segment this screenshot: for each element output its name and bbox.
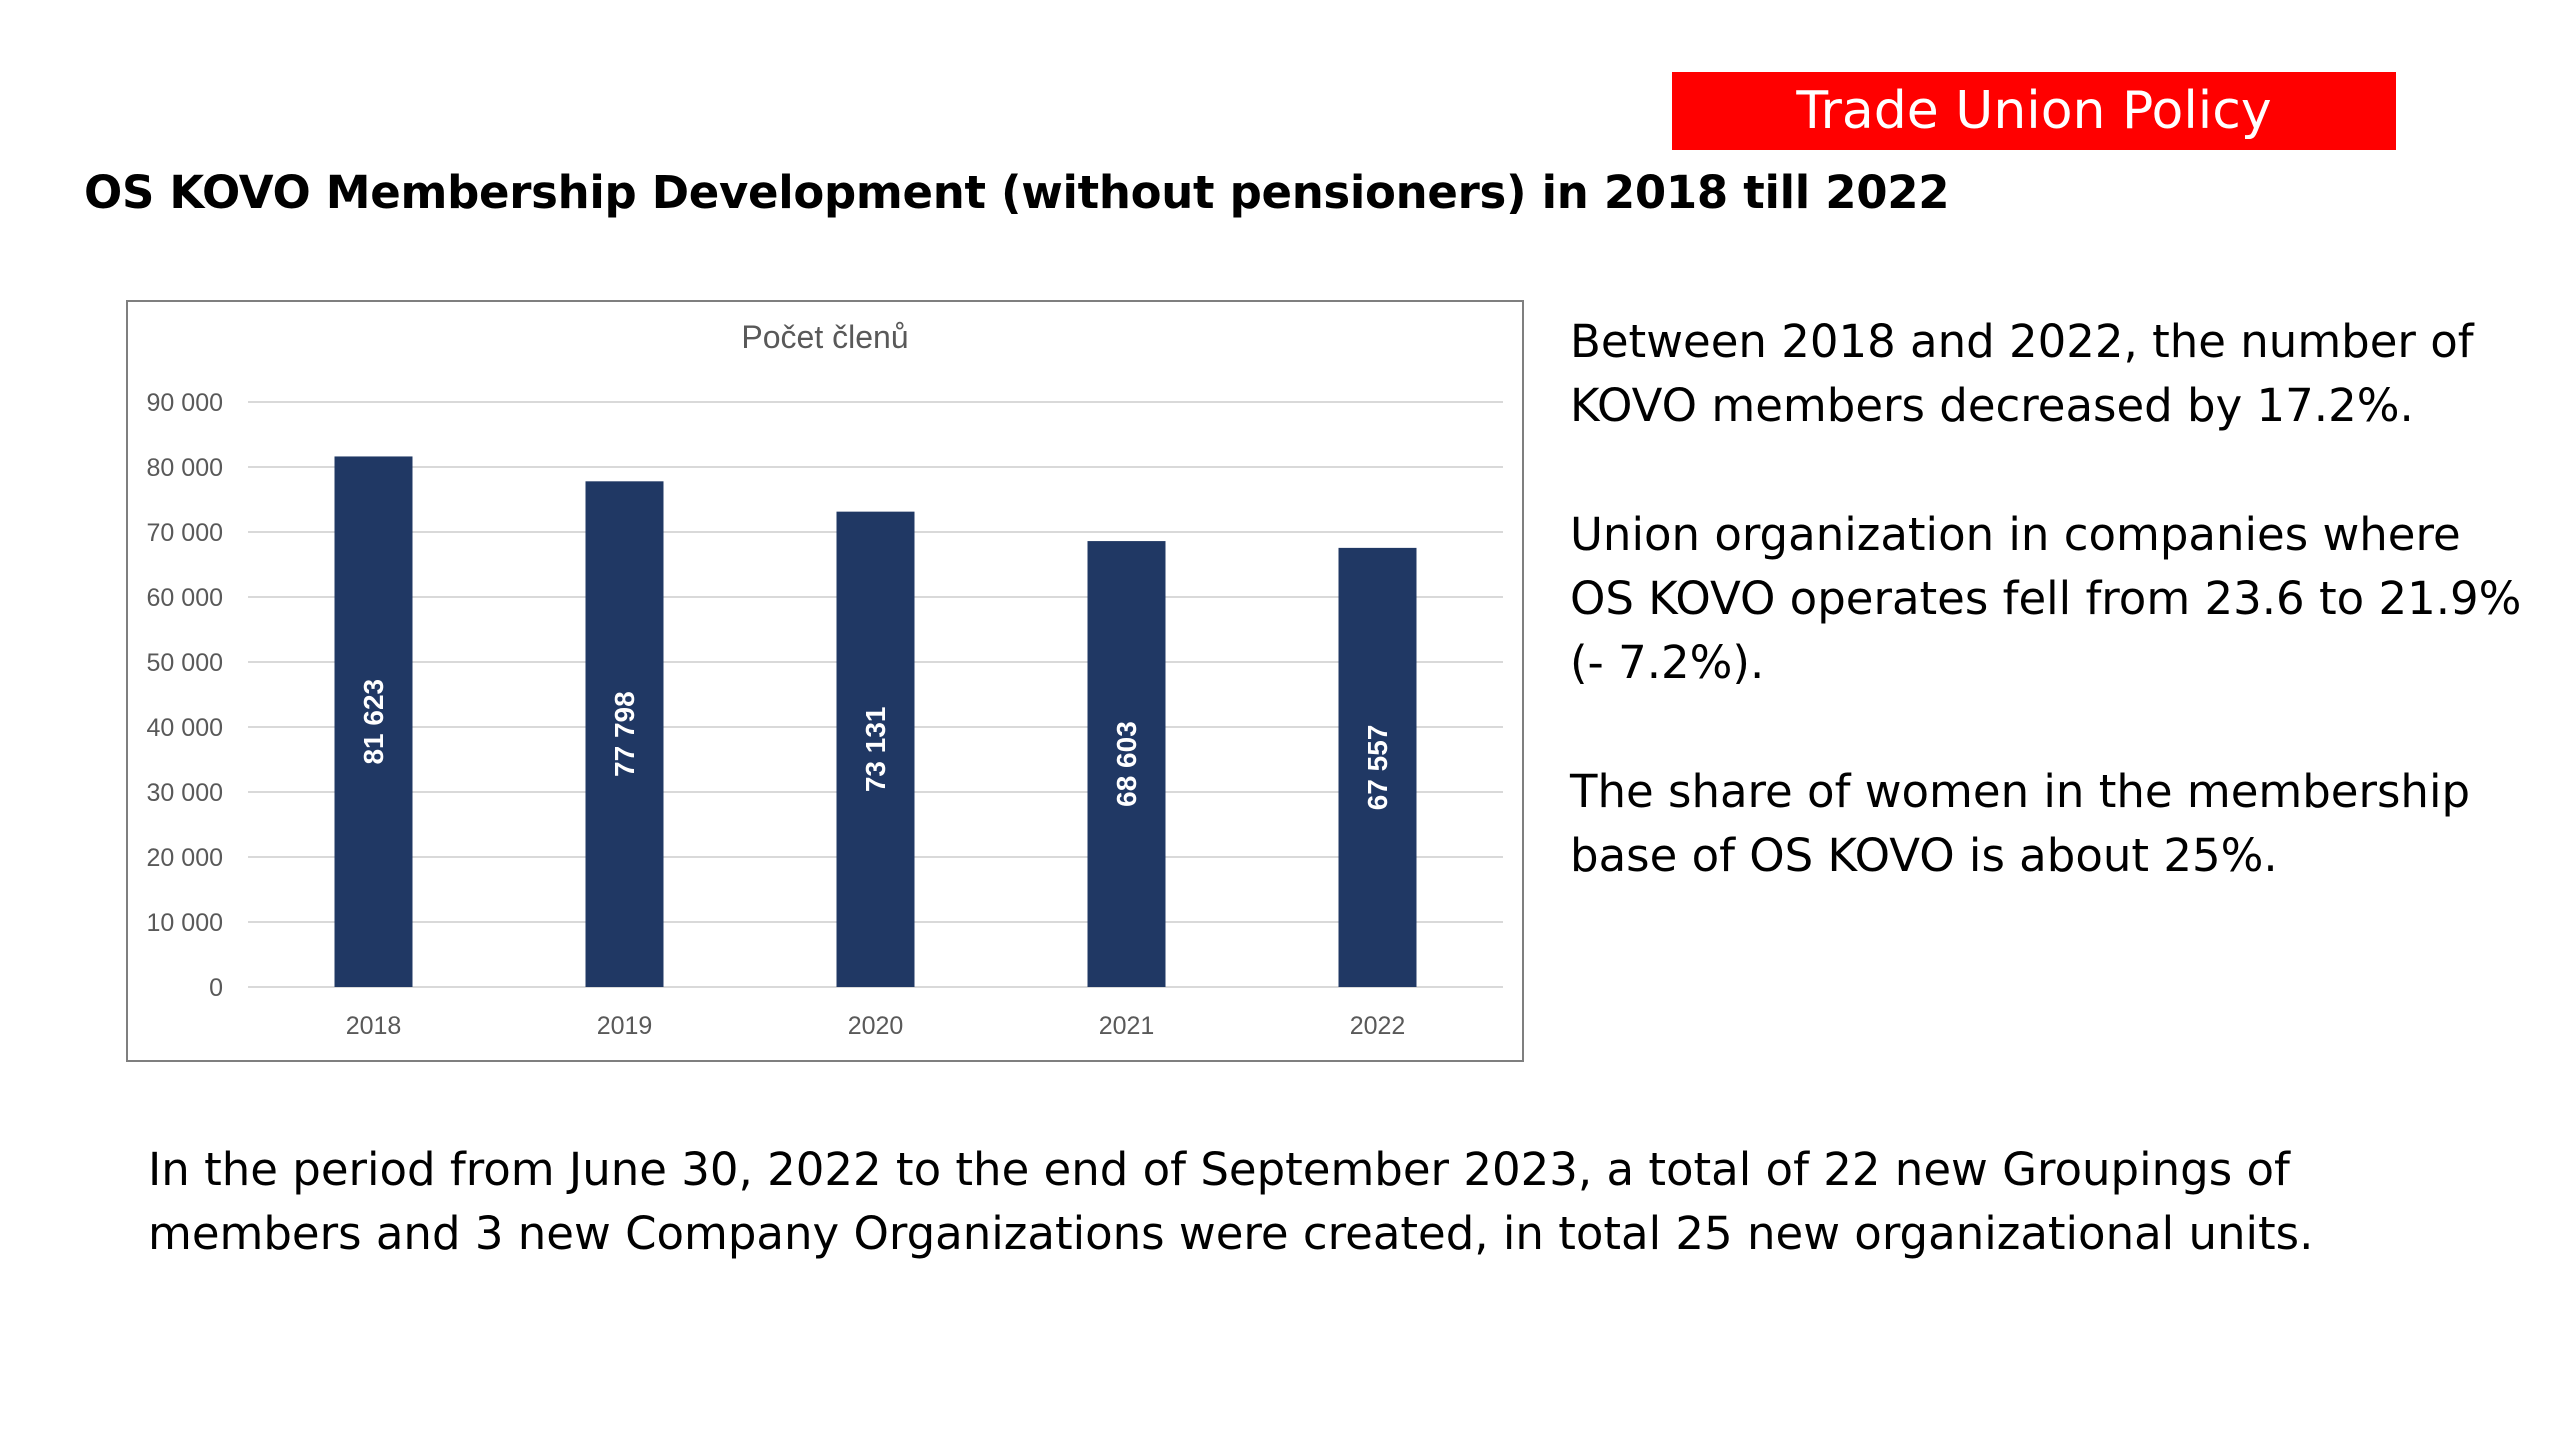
membership-chart: Počet členů 0 10 000 20 000 30 000 40 000 50 … bbox=[126, 300, 1524, 1062]
chart-canvas: Počet členů 0 10 000 20 000 30 000 40 000 50 … bbox=[147, 319, 1503, 1040]
x-tick-label: 2020 bbox=[848, 1012, 904, 1040]
x-tick-label: 2019 bbox=[597, 1012, 653, 1040]
y-tick-label: 90 000 bbox=[147, 389, 223, 417]
data-label-2018: 81 623 bbox=[358, 679, 389, 765]
bar-2019 bbox=[585, 481, 664, 987]
y-tick-label: 70 000 bbox=[147, 519, 223, 547]
bar-2018 bbox=[334, 456, 413, 987]
y-tick-label: 30 000 bbox=[147, 779, 223, 807]
y-tick-label: 50 000 bbox=[147, 649, 223, 677]
y-tick-label: 40 000 bbox=[147, 714, 223, 742]
data-label-2019: 77 798 bbox=[609, 691, 640, 777]
y-tick-label: 80 000 bbox=[147, 454, 223, 482]
slide-title: OS KOVO Membership Development (without … bbox=[84, 166, 1950, 219]
bar-2021 bbox=[1087, 541, 1166, 987]
trade-union-policy-badge: Trade Union Policy bbox=[1672, 72, 2396, 150]
x-tick-label: 2022 bbox=[1350, 1012, 1406, 1040]
y-tick-label: 20 000 bbox=[147, 844, 223, 872]
y-tick-label: 60 000 bbox=[147, 584, 223, 612]
summary-union-organization: Union organization in companies where OS… bbox=[1570, 508, 2522, 689]
new-units-note: In the period from June 30, 2022 to the … bbox=[148, 1143, 2314, 1260]
summary-members-decrease: Between 2018 and 2022, the number of KOV… bbox=[1570, 315, 2474, 432]
bar-2020 bbox=[836, 511, 915, 987]
x-tick-label: 2021 bbox=[1099, 1012, 1155, 1040]
bar-2022 bbox=[1338, 547, 1417, 987]
data-label-2022: 67 557 bbox=[1362, 725, 1393, 811]
y-tick-label: 0 bbox=[209, 974, 223, 1002]
data-label-2020: 73 131 bbox=[860, 707, 891, 793]
summary-women-share: The share of women in the membership bas… bbox=[1570, 765, 2471, 882]
x-tick-label: 2018 bbox=[346, 1012, 402, 1040]
chart-title: Počet členů bbox=[741, 319, 908, 355]
y-tick-label: 10 000 bbox=[147, 909, 223, 937]
data-label-2021: 68 603 bbox=[1111, 721, 1142, 807]
summary-text: Between 2018 and 2022, the number of KOV… bbox=[1570, 310, 2530, 953]
